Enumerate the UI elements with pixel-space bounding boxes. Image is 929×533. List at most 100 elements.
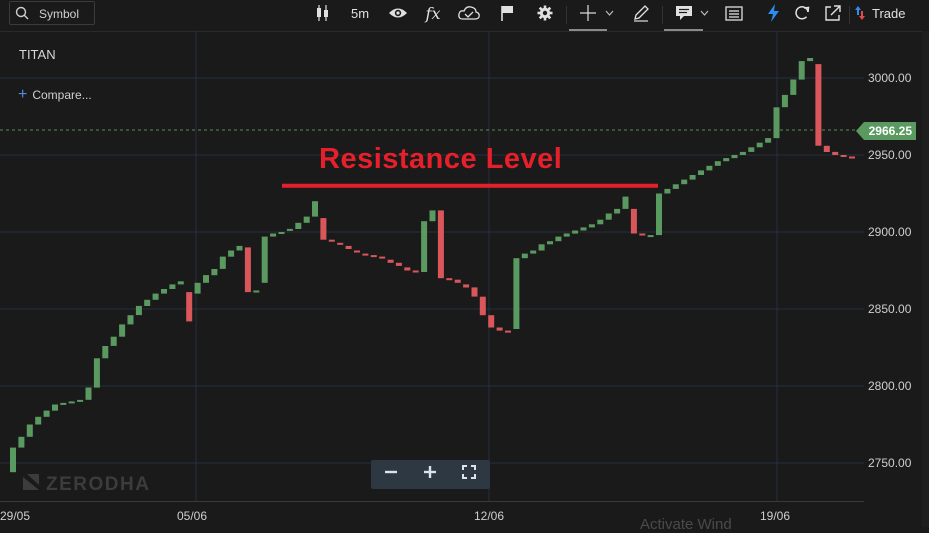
refresh-button[interactable] (792, 3, 812, 23)
indicators-visibility-button[interactable] (387, 3, 409, 23)
expand-icon (461, 465, 476, 484)
plus-icon: + (18, 86, 28, 103)
crosshair-dropdown[interactable] (603, 3, 615, 23)
popout-button[interactable] (822, 3, 842, 23)
candle (421, 221, 428, 272)
candle (18, 436, 25, 448)
candle (739, 151, 746, 155)
candle (454, 279, 461, 283)
list-icon (725, 5, 743, 21)
candle (379, 256, 386, 259)
candle (261, 236, 268, 283)
x-tick-label: 12/06 (474, 509, 505, 523)
candle (639, 233, 646, 236)
candle (547, 241, 553, 245)
candle (614, 208, 621, 214)
candle (765, 138, 772, 143)
candle (513, 258, 520, 329)
fullscreen-button[interactable] (449, 460, 488, 489)
candle (832, 151, 839, 155)
compare-button[interactable]: + Compare... (18, 86, 92, 103)
candle (152, 293, 159, 300)
eye-icon (388, 6, 408, 20)
candle (354, 250, 360, 253)
symbol-title: TITAN (19, 47, 56, 62)
candle (85, 387, 92, 400)
settings-button[interactable] (535, 3, 555, 23)
notes-button[interactable] (672, 3, 696, 23)
candle (228, 250, 235, 257)
candle (580, 227, 587, 231)
candle (429, 210, 436, 222)
cloud-save-button[interactable] (456, 3, 482, 23)
candle (647, 235, 654, 238)
top-toolbar: Symbol 5m fx (0, 0, 929, 32)
candle (588, 224, 595, 228)
candle (446, 278, 453, 281)
crosshair-button[interactable] (575, 3, 601, 23)
zoom-controls (371, 460, 490, 489)
candle (60, 402, 67, 405)
candle (437, 210, 444, 279)
candle (186, 292, 193, 322)
toolbar-divider (566, 6, 567, 24)
candle (110, 336, 117, 346)
resistance-annotation-label: Resistance Level (319, 143, 563, 175)
zoom-out-button[interactable] (371, 460, 410, 489)
candle (77, 399, 84, 402)
pencil-icon (632, 4, 650, 22)
candle (236, 245, 243, 251)
candle (681, 179, 688, 185)
candle (161, 289, 167, 294)
quick-actions-button[interactable] (764, 3, 782, 23)
candle (26, 424, 33, 437)
notes-active-indicator (664, 29, 703, 31)
candle (270, 233, 277, 237)
studies-button[interactable]: fx (421, 3, 445, 23)
fx-icon: fx (425, 3, 441, 23)
x-tick-label: 29/05 (0, 509, 31, 523)
candle (43, 410, 50, 417)
draw-button[interactable] (630, 3, 652, 23)
candle (807, 58, 814, 62)
toolbar-divider (849, 6, 850, 24)
candle (823, 145, 830, 152)
candle (597, 219, 604, 225)
toolbar-divider (662, 6, 663, 24)
os-activation-watermark: Activate Wind (640, 516, 732, 533)
candle (412, 270, 419, 273)
candle (488, 315, 495, 328)
candle (194, 282, 201, 294)
candle (119, 324, 126, 337)
candle (203, 275, 209, 283)
candle (337, 242, 344, 245)
price-axis[interactable] (864, 31, 922, 501)
candle (395, 262, 402, 266)
buy-sell-arrows-icon (855, 5, 865, 21)
trade-button[interactable]: Trade (855, 3, 915, 23)
candle (479, 296, 486, 316)
price-chart[interactable] (0, 31, 864, 501)
candle (52, 404, 58, 411)
candle (714, 161, 721, 166)
candle (253, 290, 260, 293)
price-scrollbar[interactable] (922, 31, 929, 527)
interval-button[interactable]: 5m (350, 5, 370, 21)
candle (144, 299, 151, 306)
data-window-button[interactable] (723, 3, 745, 23)
symbol-search[interactable]: Symbol (9, 1, 95, 25)
time-axis[interactable]: 29/05 05/06 12/06 19/06 (0, 501, 864, 527)
trade-label: Trade (872, 5, 906, 21)
candle (630, 208, 637, 234)
zoom-in-button[interactable] (410, 460, 449, 489)
notes-dropdown[interactable] (698, 3, 710, 23)
lightning-icon (767, 4, 780, 22)
candles-icon (315, 4, 331, 22)
chart-plot-area[interactable] (0, 31, 864, 501)
alert-flag-button[interactable] (498, 3, 516, 23)
gear-icon (537, 5, 553, 21)
candle (135, 305, 142, 316)
candle (219, 256, 226, 269)
candle (672, 184, 679, 189)
candle-type-button[interactable] (313, 3, 333, 23)
